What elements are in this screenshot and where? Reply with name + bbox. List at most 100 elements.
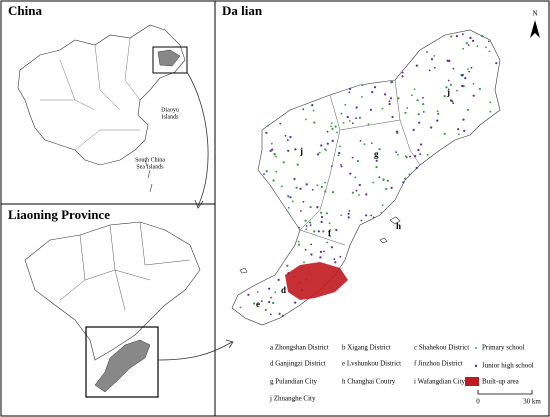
school-point bbox=[449, 99, 453, 102]
school-point bbox=[446, 59, 449, 62]
school-point bbox=[495, 62, 498, 65]
school-point bbox=[436, 119, 439, 122]
school-point bbox=[402, 181, 405, 184]
school-point bbox=[388, 102, 391, 106]
school-point bbox=[404, 111, 407, 114]
school-point bbox=[268, 287, 271, 290]
school-point bbox=[297, 243, 301, 246]
school-point bbox=[324, 181, 326, 184]
school-point bbox=[460, 74, 463, 77]
school-point bbox=[373, 86, 377, 89]
school-point bbox=[355, 117, 357, 120]
panel-title: China bbox=[8, 3, 42, 18]
arrow bbox=[157, 341, 233, 361]
school-point bbox=[294, 301, 297, 304]
school-point bbox=[334, 261, 337, 264]
school-point bbox=[274, 291, 277, 294]
school-point bbox=[395, 130, 399, 133]
school-point bbox=[313, 121, 316, 124]
school-point bbox=[461, 84, 464, 88]
legend-marker bbox=[474, 364, 478, 368]
school-point bbox=[433, 66, 436, 69]
school-point bbox=[347, 216, 350, 219]
school-point bbox=[338, 152, 341, 155]
map-label: e bbox=[256, 299, 260, 309]
school-point bbox=[406, 107, 409, 109]
school-point bbox=[422, 103, 425, 106]
school-point bbox=[340, 164, 342, 166]
school-point bbox=[417, 148, 420, 152]
school-point bbox=[348, 91, 351, 94]
legend-label: d Ganjingzi District bbox=[270, 360, 326, 368]
school-point bbox=[355, 189, 358, 192]
china-outline bbox=[17, 24, 186, 166]
school-point bbox=[294, 148, 297, 151]
school-point bbox=[317, 230, 320, 233]
panel-title: Liaoning Province bbox=[8, 207, 110, 222]
liaoning-outline bbox=[24, 221, 201, 361]
school-point bbox=[289, 135, 292, 139]
school-point bbox=[458, 133, 460, 136]
school-point bbox=[330, 246, 333, 249]
school-point bbox=[468, 70, 471, 73]
map-label: South China bbox=[135, 157, 165, 163]
school-point bbox=[401, 75, 404, 78]
school-point bbox=[381, 107, 384, 110]
school-point bbox=[437, 112, 440, 115]
dalian-highlight bbox=[94, 339, 151, 393]
school-point bbox=[247, 293, 250, 296]
school-point bbox=[476, 45, 479, 48]
school-point bbox=[472, 94, 475, 97]
school-point bbox=[297, 240, 300, 243]
school-point bbox=[450, 35, 453, 38]
school-point bbox=[411, 94, 413, 97]
school-point bbox=[325, 212, 328, 215]
school-point bbox=[371, 91, 374, 94]
school-point bbox=[289, 196, 292, 199]
school-point bbox=[465, 42, 468, 45]
school-point bbox=[273, 153, 276, 156]
school-point bbox=[372, 216, 375, 219]
school-point bbox=[332, 191, 335, 194]
school-point bbox=[385, 187, 388, 190]
school-point bbox=[382, 178, 385, 181]
school-point bbox=[272, 179, 275, 182]
map-label: Islands bbox=[162, 114, 180, 120]
school-point bbox=[418, 121, 421, 124]
school-point bbox=[281, 185, 283, 188]
school-point bbox=[329, 235, 331, 238]
school-point bbox=[330, 125, 332, 128]
school-point bbox=[419, 153, 422, 156]
school-point bbox=[347, 212, 350, 215]
liaoning-highlight bbox=[157, 49, 181, 67]
school-point bbox=[380, 211, 383, 214]
school-point bbox=[457, 128, 460, 131]
school-point bbox=[351, 122, 354, 125]
map-label: Sea Islands bbox=[136, 164, 164, 170]
school-point bbox=[312, 109, 315, 112]
school-point bbox=[388, 100, 391, 103]
school-point bbox=[409, 155, 411, 158]
school-point bbox=[365, 214, 368, 217]
school-point bbox=[322, 230, 325, 233]
school-point bbox=[305, 228, 308, 231]
school-point bbox=[320, 144, 323, 147]
school-point bbox=[320, 185, 323, 188]
school-point bbox=[365, 193, 368, 196]
school-point bbox=[309, 224, 312, 227]
school-point bbox=[443, 132, 446, 135]
school-point bbox=[279, 122, 282, 125]
legend-label: Primary school bbox=[482, 344, 525, 352]
arrowhead bbox=[225, 339, 234, 349]
school-point bbox=[270, 296, 272, 299]
school-point bbox=[462, 47, 465, 50]
school-point bbox=[311, 104, 314, 107]
school-point bbox=[348, 120, 351, 122]
legend-label: j Zhuanghe City bbox=[269, 395, 316, 403]
school-point bbox=[488, 50, 491, 53]
legend-label: c Shahekou District bbox=[414, 344, 469, 352]
school-point bbox=[284, 134, 287, 137]
school-point bbox=[313, 230, 316, 233]
school-point bbox=[356, 159, 359, 163]
